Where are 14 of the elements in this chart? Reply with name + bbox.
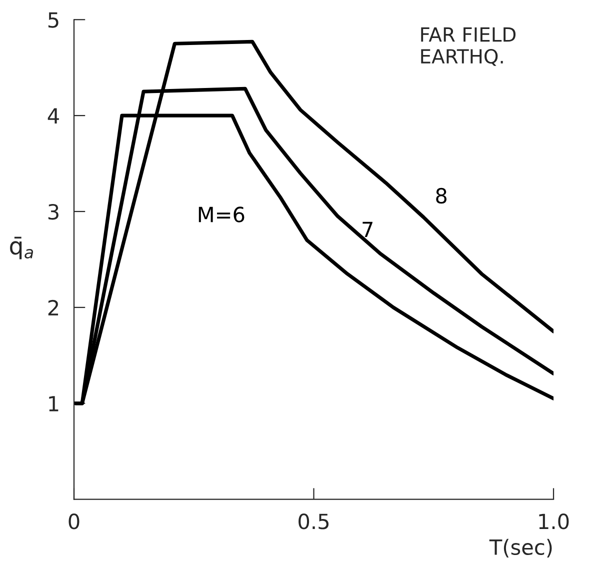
annotation: FAR FIELD EARTHQ. <box>421 27 516 66</box>
y-tick-label: 4 <box>48 108 59 124</box>
x-tick-label: 0 <box>68 514 80 530</box>
series-label: M=6 <box>198 206 244 222</box>
y-tick-label: 3 <box>48 204 58 220</box>
x-tick-label: 0.5 <box>298 514 329 530</box>
x-axis-title: T(sec) <box>489 538 552 558</box>
y-tick-label: 5 <box>48 12 58 28</box>
y-axis-title: q̄$_{a}$ <box>10 236 34 260</box>
x-tick-label: 1.0 <box>539 514 569 530</box>
y-tick-label: 2 <box>48 300 58 316</box>
series-label: 8 <box>436 188 447 204</box>
y-tick-label: 1 <box>49 396 58 412</box>
series-label: 7 <box>362 222 372 238</box>
